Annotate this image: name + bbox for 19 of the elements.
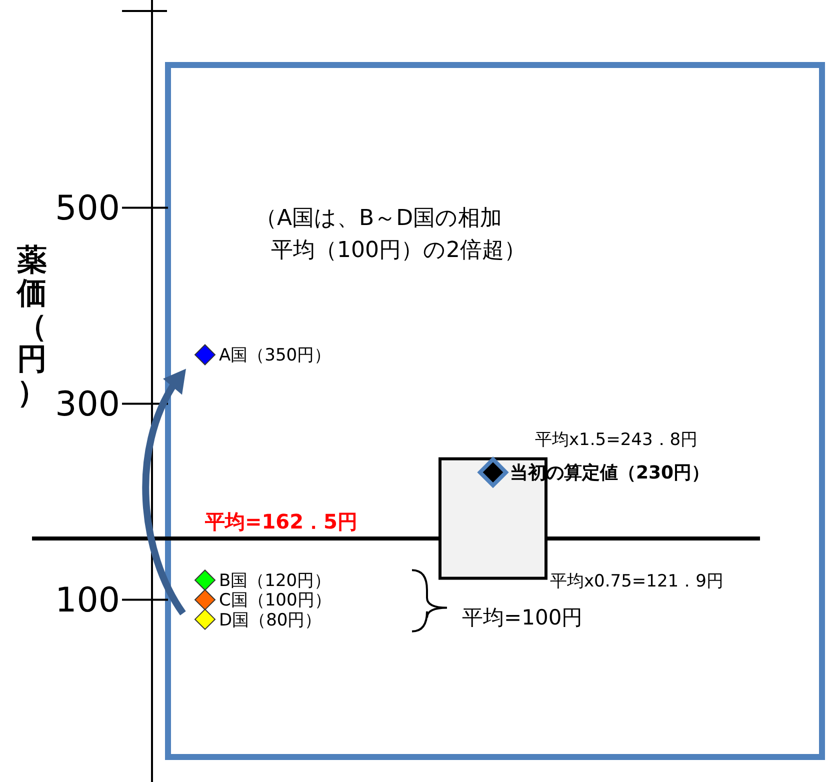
point xyxy=(194,344,216,366)
data-label: B国（120円） xyxy=(219,571,332,592)
annotation: 平均x0.75=121．9円 xyxy=(550,571,724,592)
annotation: 平均x1.5=243．8円 xyxy=(535,430,698,450)
y-axis-title: 薬価（円） xyxy=(16,243,47,410)
data-label: C国（100円） xyxy=(219,590,332,611)
point xyxy=(194,608,216,630)
ref-line-label: 平均=162．5円 xyxy=(204,509,358,534)
y-tick-label: 100 xyxy=(55,580,120,621)
y-tick-label: 500 xyxy=(55,188,120,229)
annotation: （A国は、B～D国の相加 xyxy=(255,206,502,231)
data-label: D国（80円） xyxy=(219,610,322,630)
data-label: A国（350円） xyxy=(219,346,332,366)
point xyxy=(194,589,216,610)
y-tick-label: 300 xyxy=(55,384,120,425)
point xyxy=(194,570,216,591)
annotation: 平均（100円）の2倍超） xyxy=(271,238,526,263)
annotation: 平均=100円 xyxy=(462,605,583,630)
point xyxy=(478,457,508,488)
